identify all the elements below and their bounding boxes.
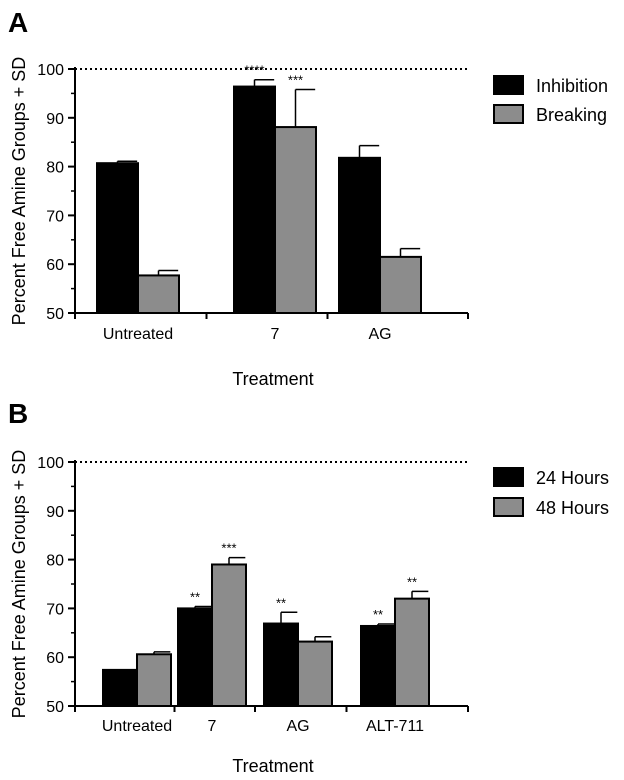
bar-inhibition-ag bbox=[338, 156, 381, 314]
y-tick-label: 70 bbox=[46, 208, 64, 225]
y-tick-label: 60 bbox=[46, 257, 64, 274]
panel-label: A bbox=[8, 7, 28, 38]
bar-48-hours-alt-711 bbox=[394, 597, 430, 708]
x-tick-label: 7 bbox=[208, 718, 217, 735]
y-tick-label: 80 bbox=[46, 553, 64, 570]
x-axis-title: Treatment bbox=[232, 756, 313, 776]
bar-inhibition-7 bbox=[233, 85, 276, 315]
x-tick-label: ALT-711 bbox=[366, 718, 424, 735]
x-tick-label: Untreated bbox=[102, 718, 172, 735]
bar-breaking-untreated bbox=[137, 274, 180, 315]
y-tick-label: 70 bbox=[46, 601, 64, 618]
y-tick-label: 60 bbox=[46, 650, 64, 667]
significance-label: ** bbox=[276, 595, 286, 610]
legend-swatch bbox=[493, 467, 524, 487]
x-tick-label: AG bbox=[286, 718, 309, 735]
bar-inhibition-untreated bbox=[96, 162, 139, 314]
y-tick-label: 90 bbox=[46, 111, 64, 128]
bar-48-hours-untreated bbox=[136, 653, 172, 707]
y-tick-label: 90 bbox=[46, 504, 64, 521]
legend-label: Breaking bbox=[536, 105, 607, 125]
x-tick-label: Untreated bbox=[103, 326, 173, 343]
legend-label: 24 Hours bbox=[536, 468, 609, 488]
y-tick-label: 100 bbox=[37, 455, 64, 472]
bar-48-hours-ag bbox=[297, 640, 333, 707]
legend-swatch bbox=[493, 497, 524, 517]
significance-label: *** bbox=[221, 541, 236, 556]
y-axis-title: Percent Free Amine Groups + SD bbox=[9, 57, 29, 326]
panel-label: B bbox=[8, 398, 28, 429]
bar-breaking-7 bbox=[274, 126, 317, 314]
x-tick-label: 7 bbox=[271, 326, 280, 343]
significance-label: ** bbox=[190, 589, 200, 604]
bar-48-hours-7 bbox=[211, 563, 247, 707]
x-tick-label: AG bbox=[368, 326, 391, 343]
y-tick-label: 50 bbox=[46, 699, 64, 716]
bar-breaking-ag bbox=[379, 255, 422, 315]
bar-24-hours-alt-711 bbox=[360, 624, 396, 708]
legend-swatch bbox=[493, 75, 524, 95]
x-axis-title: Treatment bbox=[232, 369, 313, 389]
y-tick-label: 100 bbox=[37, 62, 64, 79]
y-tick-label: 80 bbox=[46, 160, 64, 177]
legend-label: 48 Hours bbox=[536, 498, 609, 518]
y-tick-label: 50 bbox=[46, 306, 64, 323]
bar-24-hours-untreated bbox=[102, 668, 138, 707]
significance-label: **** bbox=[244, 63, 264, 78]
significance-label: ** bbox=[407, 574, 417, 589]
significance-label: ** bbox=[373, 607, 383, 622]
bar-24-hours-ag bbox=[263, 622, 299, 708]
significance-label: *** bbox=[288, 72, 303, 87]
legend-swatch bbox=[493, 104, 524, 124]
legend-label: Inhibition bbox=[536, 76, 608, 96]
y-axis-title: Percent Free Amine Groups + SD bbox=[9, 450, 29, 719]
bar-24-hours-7 bbox=[177, 607, 213, 708]
